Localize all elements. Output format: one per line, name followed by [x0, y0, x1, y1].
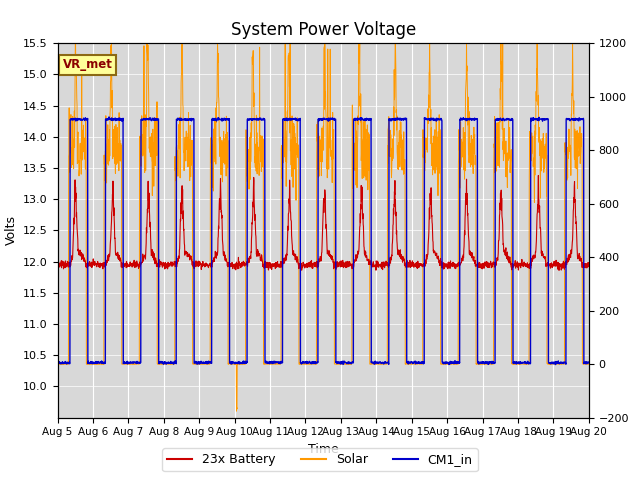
- Y-axis label: Volts: Volts: [4, 216, 17, 245]
- X-axis label: Time: Time: [308, 443, 339, 456]
- Title: System Power Voltage: System Power Voltage: [230, 21, 416, 39]
- Text: VR_met: VR_met: [63, 58, 113, 71]
- Legend: 23x Battery, Solar, CM1_in: 23x Battery, Solar, CM1_in: [163, 448, 477, 471]
